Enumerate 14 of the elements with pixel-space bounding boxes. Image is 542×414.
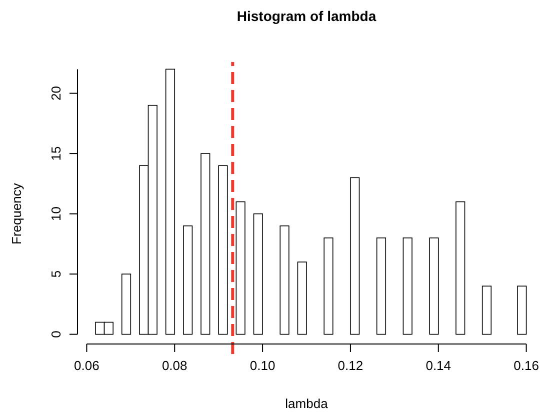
y-axis-title: Frequency	[9, 182, 24, 245]
x-tick-label: 0.12	[338, 358, 364, 373]
y-tick-label: 10	[48, 206, 64, 222]
y-tick-label: 0	[48, 330, 64, 338]
x-tick-label: 0.06	[74, 358, 100, 373]
x-tick-label: 0.10	[250, 358, 276, 373]
x-tick-label: 0.08	[162, 358, 188, 373]
chart-title: Histogram of lambda	[236, 8, 376, 24]
x-axis-title: lambda	[285, 396, 329, 411]
x-tick-label: 0.16	[514, 358, 539, 373]
x-tick-label: 0.14	[426, 358, 452, 373]
y-tick-label: 15	[48, 146, 64, 161]
y-tick-label: 5	[48, 270, 64, 278]
y-tick-label: 20	[48, 86, 64, 101]
